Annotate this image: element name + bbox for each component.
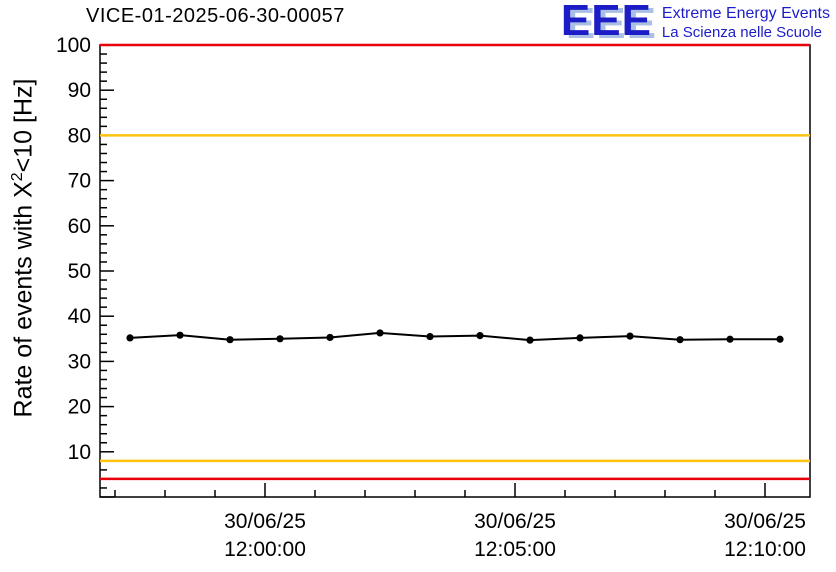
y-axis-label: Rate of events with X2<10 [Hz] xyxy=(9,18,39,478)
data-series-rate xyxy=(126,329,784,344)
svg-text:70: 70 xyxy=(68,170,91,193)
svg-text:100: 100 xyxy=(56,34,91,57)
plot-frame xyxy=(99,44,811,498)
svg-text:80: 80 xyxy=(68,124,91,147)
svg-text:40: 40 xyxy=(68,305,91,328)
svg-text:90: 90 xyxy=(68,79,91,102)
svg-text:12:10:00: 12:10:00 xyxy=(724,538,806,561)
eee-logo-caption: Extreme Energy Events La Scienza nelle S… xyxy=(662,1,830,42)
logo-line2: La Scienza nelle Scuole xyxy=(661,24,823,41)
svg-text:30/06/25: 30/06/25 xyxy=(724,510,806,533)
reference-lines xyxy=(100,43,810,481)
svg-text:10: 10 xyxy=(68,441,91,464)
svg-text:30/06/25: 30/06/25 xyxy=(474,510,556,533)
y-axis-label-post: <10 [Hz] xyxy=(9,78,38,173)
svg-text:12:05:00: 12:05:00 xyxy=(474,538,556,561)
y-axis-label-sup: 2 xyxy=(9,172,26,182)
eee-logo: EEE Extreme Energy Events La Scienza nel… xyxy=(560,0,830,45)
svg-text:30/06/25: 30/06/25 xyxy=(224,510,306,533)
y-axis-ticks: 10 20 30 40 50 60 70 80 90 100 xyxy=(56,34,114,498)
chart-title: VICE-01-2025-06-30-00057 xyxy=(86,5,345,27)
svg-text:20: 20 xyxy=(68,396,91,419)
svg-text:12:00:00: 12:00:00 xyxy=(224,538,306,561)
svg-text:30: 30 xyxy=(68,350,91,373)
x-axis-ticks: 30/06/25 12:00:00 30/06/25 12:05:00 30/06/25… xyxy=(114,483,806,561)
svg-text:50: 50 xyxy=(68,260,91,283)
y-axis-label-pre: Rate of events with X xyxy=(9,181,38,418)
logo-line1: Extreme Energy Events xyxy=(661,5,830,22)
svg-text:60: 60 xyxy=(68,215,91,238)
eee-logo-text: EEE xyxy=(560,0,652,45)
